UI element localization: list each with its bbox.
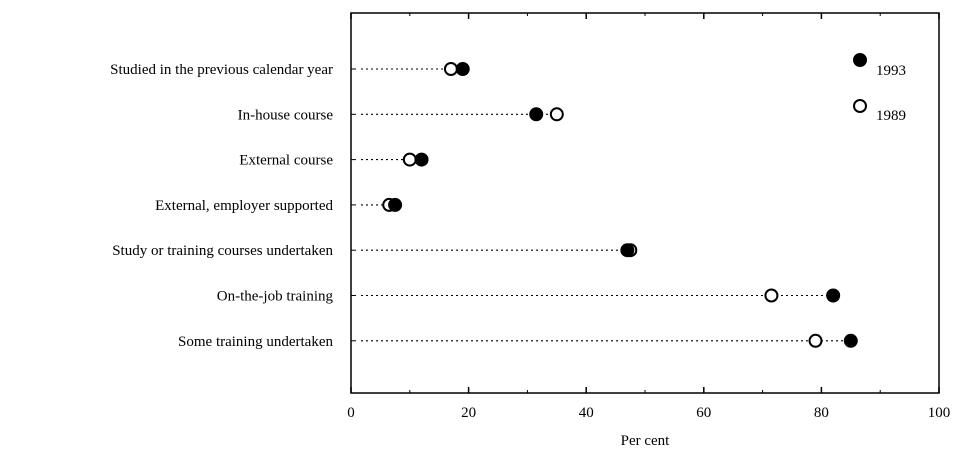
x-tick-label-60: 60 [696,405,711,421]
category-label: External course [239,153,333,169]
point-1989 [402,152,417,167]
point-1993 [843,333,858,348]
x-tick-label-80: 80 [814,405,829,421]
x-tick-label-20: 20 [461,405,476,421]
point-1993 [529,107,544,122]
category-label: Studied in the previous calendar year [110,62,333,78]
category-label: Study or training courses undertaken [112,243,333,259]
point-1993 [414,152,429,167]
point-1993 [620,243,635,258]
category-label: On-the-job training [217,289,334,305]
point-1989 [764,288,779,303]
x-tick-label-0: 0 [347,405,355,421]
x-tick-label-100: 100 [928,405,951,421]
point-1989 [808,333,823,348]
point-1993 [388,197,403,212]
legend-label-1993: 1993 [876,63,906,79]
legend-label-1989: 1989 [876,108,906,124]
legend-marker-1989 [853,99,867,113]
point-1989 [549,107,564,122]
legend-marker-1993 [853,53,867,67]
x-axis-title: Per cent [621,433,671,449]
point-1989 [443,62,458,76]
category-label: External, employer supported [155,198,333,214]
legend: 1993 1989 [853,53,906,124]
point-1993 [455,62,470,76]
point-1993 [826,288,841,303]
category-label: Some training undertaken [178,334,333,350]
category-label: In-house course [238,107,334,123]
x-tick-label-40: 40 [579,405,594,421]
